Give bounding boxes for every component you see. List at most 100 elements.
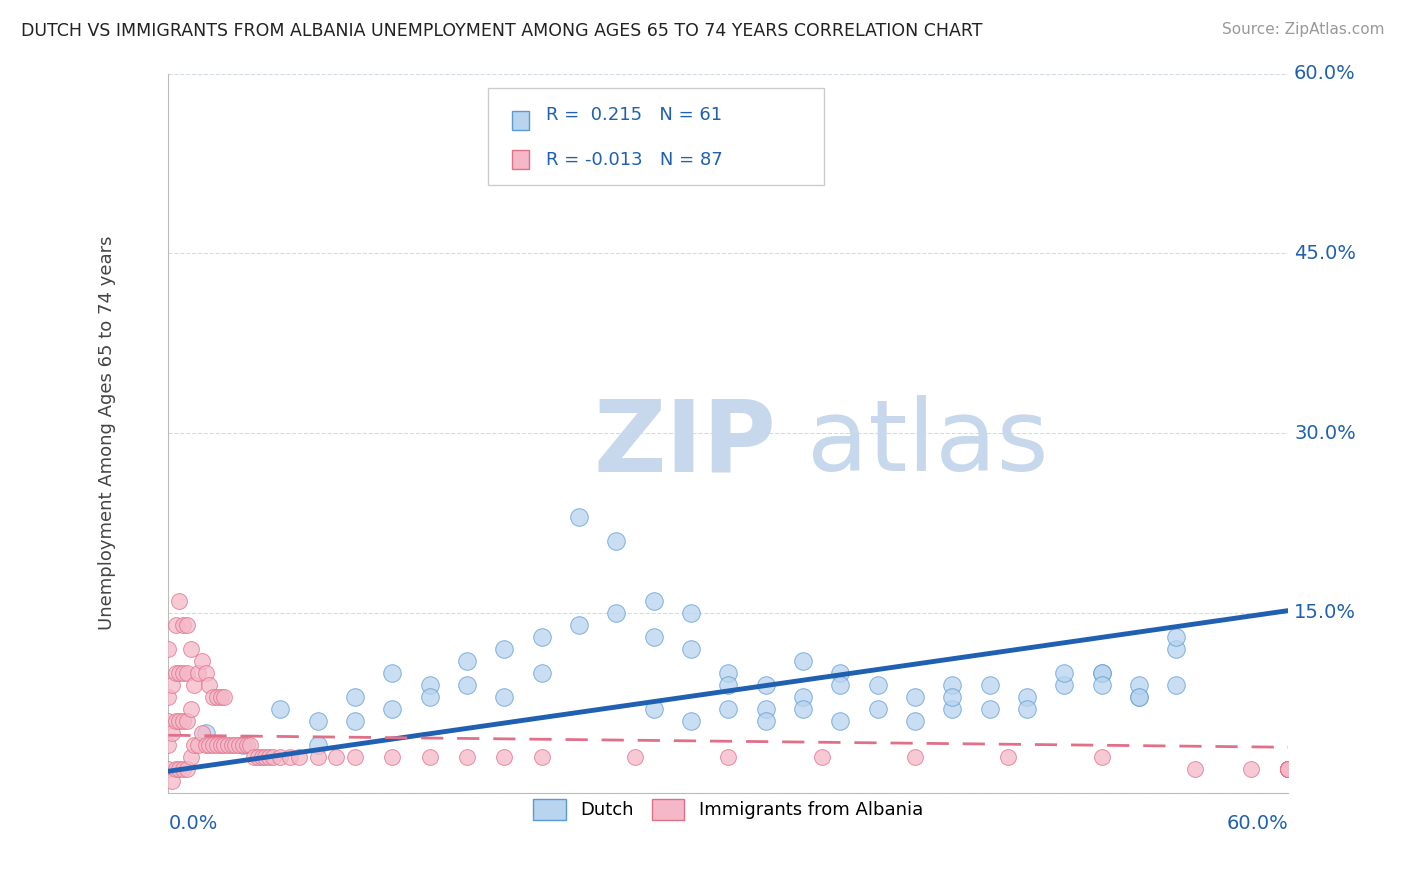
Point bbox=[866, 678, 889, 692]
Point bbox=[679, 606, 702, 620]
Point bbox=[191, 654, 214, 668]
Point bbox=[1277, 762, 1299, 776]
Text: 60.0%: 60.0% bbox=[1294, 64, 1355, 83]
Point bbox=[235, 738, 257, 752]
Text: 15.0%: 15.0% bbox=[1294, 604, 1355, 623]
Point bbox=[1240, 762, 1263, 776]
Point bbox=[1166, 630, 1188, 644]
Point bbox=[169, 594, 191, 608]
Point bbox=[325, 749, 347, 764]
Point bbox=[979, 678, 1001, 692]
Point bbox=[343, 690, 366, 704]
Point bbox=[456, 654, 478, 668]
Point bbox=[419, 690, 441, 704]
Point bbox=[269, 749, 291, 764]
Point bbox=[494, 642, 516, 657]
Point bbox=[830, 665, 852, 680]
Point bbox=[209, 738, 232, 752]
Text: Source: ZipAtlas.com: Source: ZipAtlas.com bbox=[1222, 22, 1385, 37]
Point bbox=[214, 690, 236, 704]
Text: R =  0.215   N = 61: R = 0.215 N = 61 bbox=[546, 105, 721, 124]
Point bbox=[456, 678, 478, 692]
Point bbox=[1128, 690, 1150, 704]
Point bbox=[180, 749, 202, 764]
Point bbox=[157, 762, 180, 776]
Point bbox=[172, 762, 194, 776]
Point bbox=[1015, 702, 1038, 716]
Point bbox=[180, 702, 202, 716]
Point bbox=[194, 726, 217, 740]
FancyBboxPatch shape bbox=[488, 88, 824, 185]
Text: R = -0.013   N = 87: R = -0.013 N = 87 bbox=[546, 151, 723, 169]
Point bbox=[257, 749, 280, 764]
Point bbox=[160, 773, 183, 788]
Point bbox=[194, 738, 217, 752]
Point bbox=[810, 749, 832, 764]
Point bbox=[278, 749, 301, 764]
Point bbox=[568, 510, 591, 524]
Point bbox=[180, 642, 202, 657]
Point bbox=[307, 749, 329, 764]
Point bbox=[160, 678, 183, 692]
Point bbox=[530, 749, 553, 764]
Point bbox=[717, 749, 740, 764]
Point bbox=[165, 714, 187, 728]
Point bbox=[1091, 665, 1114, 680]
Point bbox=[165, 618, 187, 632]
Point bbox=[176, 665, 198, 680]
Point bbox=[202, 738, 225, 752]
Point bbox=[169, 762, 191, 776]
Text: ZIP: ZIP bbox=[593, 395, 776, 492]
Bar bbox=[512, 111, 530, 129]
Point bbox=[830, 714, 852, 728]
Point bbox=[456, 749, 478, 764]
Point bbox=[172, 665, 194, 680]
Point bbox=[157, 714, 180, 728]
Point bbox=[1166, 678, 1188, 692]
Point bbox=[172, 714, 194, 728]
Point bbox=[866, 702, 889, 716]
Point bbox=[205, 690, 228, 704]
Point bbox=[1277, 762, 1299, 776]
Point bbox=[755, 678, 778, 692]
Point bbox=[643, 702, 665, 716]
Point bbox=[1015, 690, 1038, 704]
Point bbox=[979, 702, 1001, 716]
Point bbox=[169, 714, 191, 728]
Point bbox=[269, 702, 291, 716]
Point bbox=[679, 714, 702, 728]
Point bbox=[530, 665, 553, 680]
Point bbox=[381, 665, 404, 680]
Point bbox=[904, 714, 927, 728]
Text: atlas: atlas bbox=[807, 395, 1049, 492]
Point bbox=[157, 738, 180, 752]
Point bbox=[198, 738, 221, 752]
Point bbox=[343, 749, 366, 764]
Point bbox=[254, 749, 277, 764]
Point bbox=[198, 678, 221, 692]
Point bbox=[187, 665, 209, 680]
Point bbox=[792, 690, 814, 704]
Point bbox=[605, 606, 627, 620]
Point bbox=[1091, 678, 1114, 692]
Point bbox=[183, 678, 205, 692]
Point bbox=[792, 654, 814, 668]
Point bbox=[1091, 665, 1114, 680]
Point bbox=[381, 702, 404, 716]
Text: DUTCH VS IMMIGRANTS FROM ALBANIA UNEMPLOYMENT AMONG AGES 65 TO 74 YEARS CORRELAT: DUTCH VS IMMIGRANTS FROM ALBANIA UNEMPLO… bbox=[21, 22, 983, 40]
Point bbox=[530, 630, 553, 644]
Point bbox=[643, 594, 665, 608]
Point bbox=[288, 749, 311, 764]
Text: 30.0%: 30.0% bbox=[1294, 424, 1355, 442]
Point bbox=[243, 749, 266, 764]
Point bbox=[217, 738, 239, 752]
Point bbox=[1277, 762, 1299, 776]
Point bbox=[1053, 665, 1076, 680]
Point bbox=[232, 738, 254, 752]
Point bbox=[169, 665, 191, 680]
Point bbox=[941, 690, 963, 704]
Point bbox=[157, 690, 180, 704]
Point bbox=[755, 714, 778, 728]
Point bbox=[792, 702, 814, 716]
Point bbox=[755, 702, 778, 716]
